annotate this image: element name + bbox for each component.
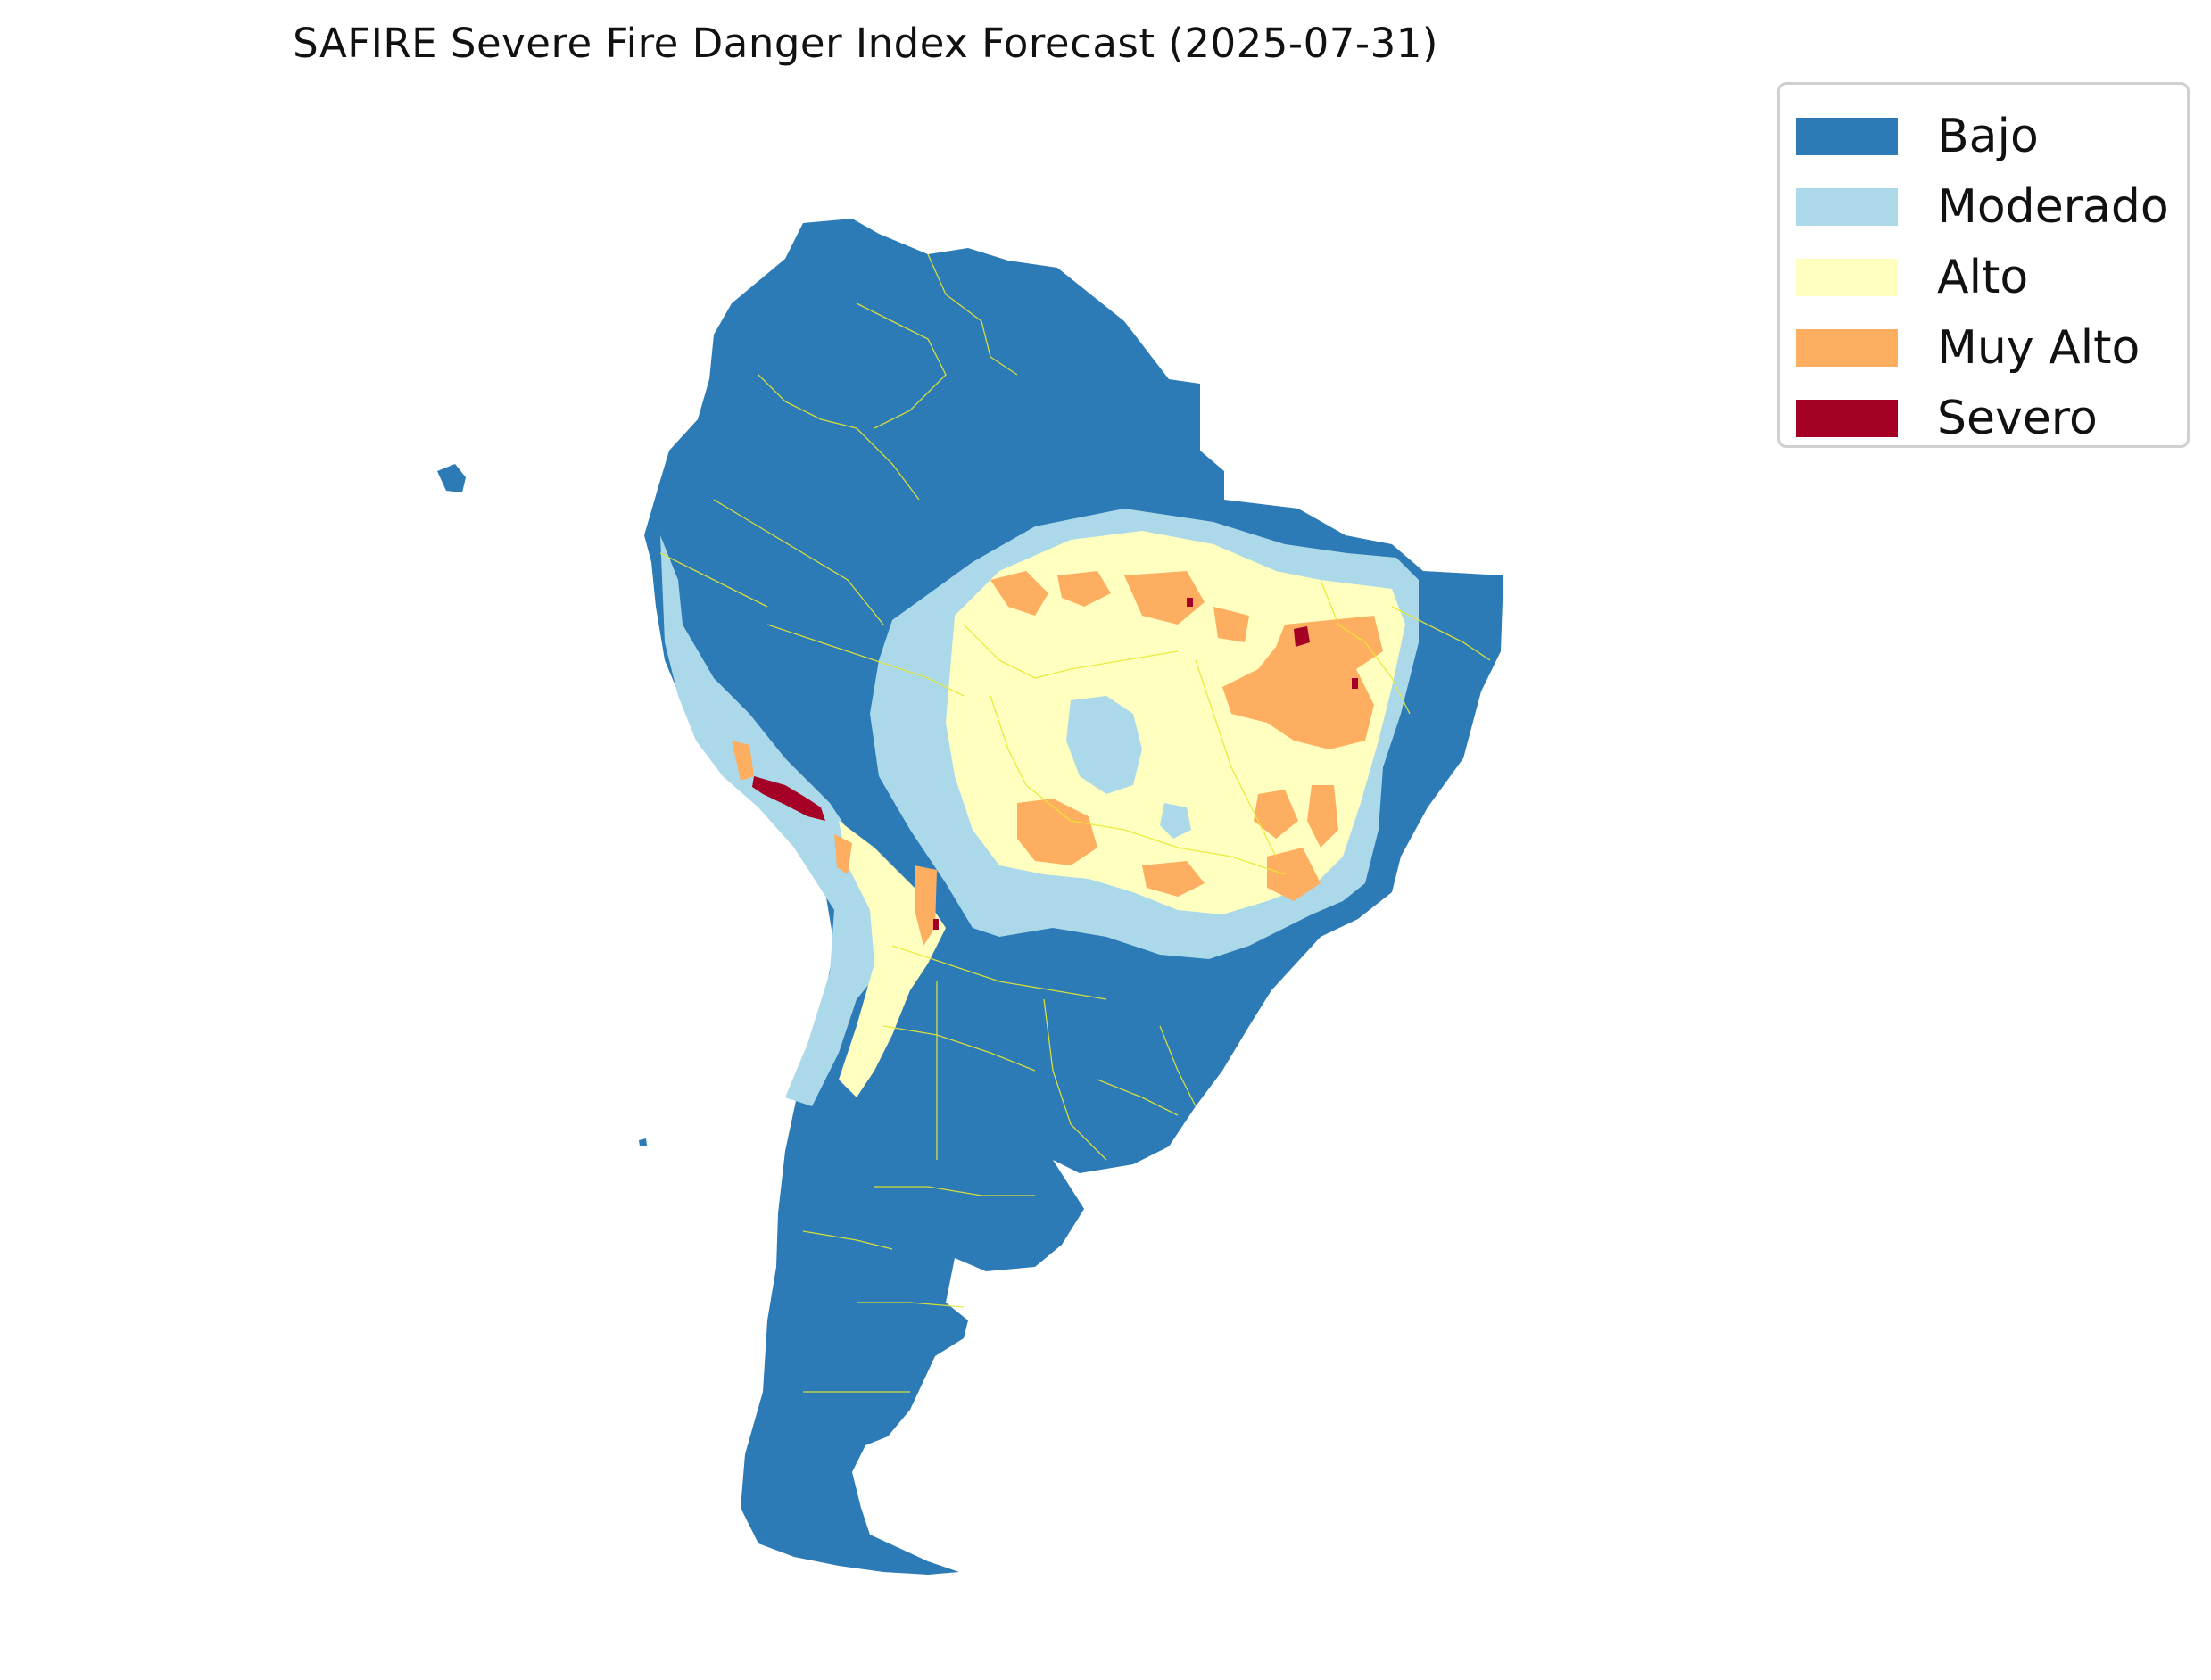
legend-item-severo: Severo [1796, 383, 2187, 453]
legend-label-alto: Alto [1937, 250, 2029, 304]
legend-swatch-severo [1796, 399, 1898, 437]
map-title: SAFIRE Severe Fire Danger Index Forecast… [293, 20, 1438, 67]
zone-moderado-interior-2 [1160, 803, 1191, 839]
legend-swatch-bajo [1796, 117, 1898, 155]
legend-item-moderado: Moderado [1796, 171, 2187, 242]
legend-label-muy-alto: Muy Alto [1937, 320, 2141, 375]
legend-label-severo: Severo [1937, 391, 2098, 445]
zone-muy-alto [732, 571, 1383, 946]
zone-severo [752, 598, 1358, 930]
zone-moderado-andes [660, 535, 901, 1106]
island-galapagos [437, 464, 466, 492]
legend-label-bajo: Bajo [1937, 109, 2039, 163]
island-south-atlantic [639, 1138, 647, 1146]
zone-moderado-interior [1066, 696, 1142, 794]
zone-alto-andes [839, 821, 946, 1097]
legend-item-bajo: Bajo [1796, 101, 2187, 171]
legend-label-moderado: Moderado [1937, 179, 2169, 234]
legend-swatch-muy-alto [1796, 328, 1898, 367]
legend: Bajo Moderado Alto Muy Alto Severo [1777, 82, 2190, 448]
legend-item-muy-alto: Muy Alto [1796, 312, 2187, 383]
legend-item-alto: Alto [1796, 242, 2187, 312]
legend-swatch-alto [1796, 258, 1898, 296]
legend-swatch-moderado [1796, 187, 1898, 226]
admin-boundaries [659, 253, 1491, 1393]
